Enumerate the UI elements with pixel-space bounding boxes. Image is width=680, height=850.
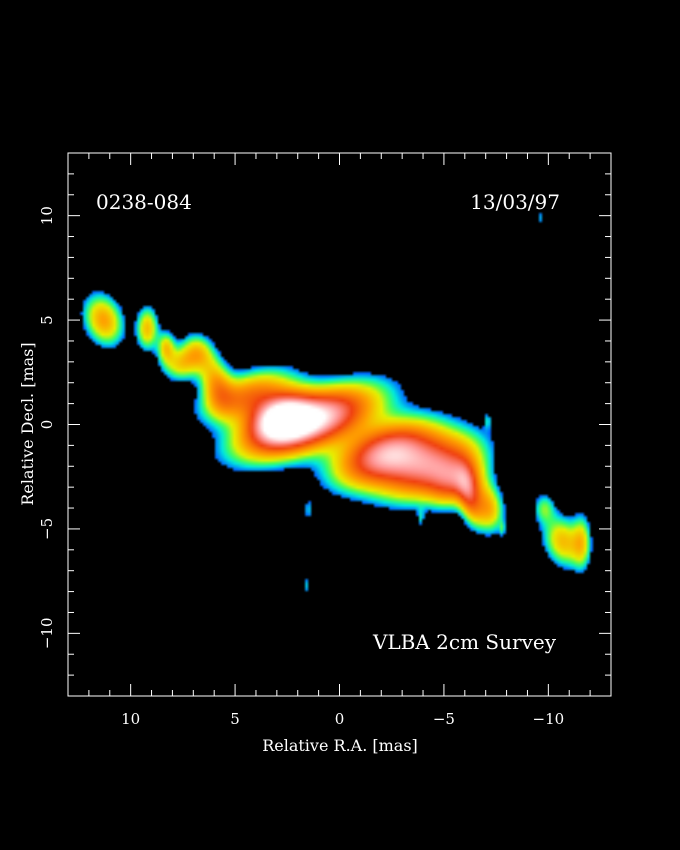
x-tick-label: 0: [335, 710, 345, 728]
y-tick-label: −5: [38, 518, 56, 540]
source-name-label: 0238-084: [96, 190, 192, 214]
observation-date-label: 13/03/97: [470, 190, 560, 214]
y-tick-label: 0: [38, 420, 56, 430]
y-tick-label: 5: [38, 315, 56, 325]
x-tick-label: 5: [230, 710, 240, 728]
intensity-image: [68, 153, 611, 696]
survey-label: VLBA 2cm Survey: [372, 630, 557, 654]
intensity-map: [68, 153, 611, 696]
x-axis-label: Relative R.A. [mas]: [262, 736, 418, 755]
y-axis-label: Relative Decl. [mas]: [18, 342, 37, 505]
axis-ticks: [68, 153, 611, 696]
x-tick-label: −10: [533, 710, 565, 728]
y-tick-label: −10: [38, 618, 56, 650]
axis-tick-labels: 10 5 0 −5 −10 10 5 0 −5 −10: [38, 206, 564, 728]
x-tick-label: −5: [433, 710, 455, 728]
x-tick-label: 10: [121, 710, 140, 728]
y-tick-label: 10: [38, 206, 56, 225]
